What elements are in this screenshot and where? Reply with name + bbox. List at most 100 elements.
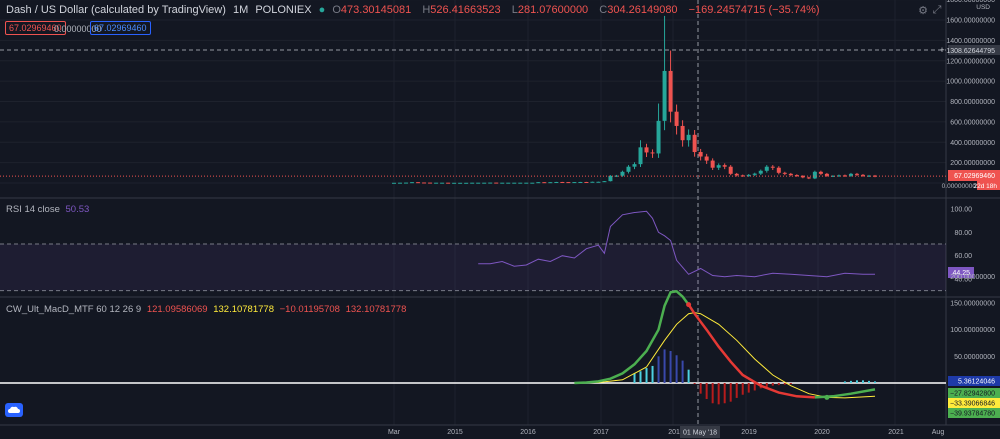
candle-body bbox=[806, 177, 811, 179]
candle-body bbox=[458, 182, 463, 184]
candle-body bbox=[686, 134, 691, 141]
candle-body bbox=[704, 156, 709, 161]
candle-body bbox=[752, 173, 757, 175]
candle-body bbox=[530, 182, 535, 184]
candle-body bbox=[746, 174, 751, 176]
price-tick: 400.00000000 bbox=[950, 140, 995, 147]
price-tick: 1000.00000000 bbox=[946, 79, 995, 86]
macd-cross-dot bbox=[824, 394, 830, 400]
rsi-tick: 60.00 bbox=[954, 253, 972, 260]
time-axis-label: Aug bbox=[932, 429, 945, 436]
rsi-tick: 40.00 bbox=[954, 277, 972, 284]
candle-body bbox=[614, 175, 619, 177]
price-tick: 1200.00000000 bbox=[946, 58, 995, 65]
macd-line-falling bbox=[687, 303, 815, 399]
buy-button[interactable]: 67.02969460 bbox=[90, 21, 151, 35]
interval-label[interactable]: 1M bbox=[232, 4, 249, 16]
low-label: L281.07600000 bbox=[511, 4, 589, 16]
dot-icon: ● bbox=[318, 4, 326, 16]
macd-tag-label: −39.93784780 bbox=[950, 411, 995, 418]
rsi-legend[interactable]: RSI 14 close 50.53 bbox=[6, 204, 89, 215]
fullscreen-icon[interactable]: ⤢ bbox=[932, 3, 942, 16]
candle-body bbox=[596, 181, 601, 183]
price-tick: 1400.00000000 bbox=[946, 38, 995, 45]
candle-body bbox=[662, 70, 667, 121]
sell-button[interactable]: 67.02969460 bbox=[5, 21, 66, 35]
price-tick: 200.00000000 bbox=[950, 160, 995, 167]
macd-v1: 121.09586069 bbox=[146, 304, 208, 315]
candle-body bbox=[800, 175, 805, 178]
candle-body bbox=[650, 152, 655, 154]
candle-body bbox=[590, 181, 595, 183]
candle-body bbox=[680, 125, 685, 141]
crosshair-date-tag bbox=[680, 426, 720, 438]
time-axis-label: 2018 bbox=[668, 429, 684, 436]
macd-tag bbox=[948, 408, 1000, 418]
plus-icon: + bbox=[939, 45, 944, 55]
macd-tick: 50.00000000 bbox=[954, 354, 995, 361]
open-value: 473.30145081 bbox=[340, 4, 412, 16]
candle-body bbox=[716, 165, 721, 168]
macd-tick: 150.00000000 bbox=[950, 301, 995, 308]
open-label: O473.30145081 bbox=[332, 4, 412, 16]
candle-body bbox=[758, 170, 763, 174]
candle-body bbox=[824, 173, 829, 176]
rsi-band bbox=[0, 244, 946, 291]
candle-body bbox=[512, 182, 517, 184]
macd-legend[interactable]: CW_Ult_MacD_MTF 60 12 26 9 121.09586069 … bbox=[6, 304, 406, 315]
macd-signal-line bbox=[574, 312, 876, 399]
macd-tag bbox=[948, 388, 1000, 398]
macd-title: CW_Ult_MacD_MTF 60 12 26 9 bbox=[6, 304, 142, 315]
last-price-tag bbox=[948, 170, 1000, 181]
candle-body bbox=[560, 181, 565, 183]
candle-body bbox=[776, 167, 781, 173]
change-value: −169.24574715 (−35.74%) bbox=[688, 4, 820, 16]
macd-tag bbox=[948, 398, 1000, 408]
low-value: 281.07600000 bbox=[517, 4, 589, 16]
candle-body bbox=[500, 182, 505, 184]
candle-body bbox=[848, 173, 853, 176]
candle-body bbox=[548, 182, 553, 184]
symbol-legend: Dash / US Dollar (calculated by TradingV… bbox=[6, 4, 824, 16]
rsi-current-label: 44.25 bbox=[952, 270, 970, 277]
crosshair-date-label: 01 May '18 bbox=[683, 430, 717, 437]
price-tick: 1800.00000000 bbox=[946, 0, 995, 4]
candle-body bbox=[554, 181, 559, 183]
candle-body bbox=[524, 182, 529, 184]
candle-body bbox=[572, 182, 577, 184]
candle-body bbox=[692, 134, 697, 153]
candle-body bbox=[476, 182, 481, 184]
countdown-label: 22d 18h bbox=[974, 183, 998, 190]
candle-body bbox=[440, 182, 445, 184]
candle-body bbox=[872, 175, 877, 177]
candle-body bbox=[506, 182, 511, 184]
rsi-tick: 80.00 bbox=[954, 230, 972, 237]
rsi-line bbox=[478, 210, 875, 278]
candle-body bbox=[812, 171, 817, 179]
gear-icon[interactable]: ⚙ bbox=[918, 4, 928, 17]
symbol-title[interactable]: Dash / US Dollar (calculated by TradingV… bbox=[6, 4, 226, 16]
macd-tag-label: −33.39066846 bbox=[950, 401, 995, 408]
macd-v2: 132.10781778 bbox=[213, 304, 274, 315]
macd-tick: 100.00000000 bbox=[950, 327, 995, 334]
candle-body bbox=[626, 166, 631, 172]
time-axis-label: 2016 bbox=[520, 429, 536, 436]
candle-body bbox=[608, 175, 613, 182]
candle-body bbox=[602, 181, 607, 183]
candle-body bbox=[632, 164, 637, 167]
candle-body bbox=[740, 175, 745, 177]
rsi-title: RSI 14 close bbox=[6, 204, 60, 215]
candle-body bbox=[656, 120, 661, 154]
macd-v3: −10.01195708 bbox=[279, 304, 340, 315]
spread-value: 0.00000000 bbox=[54, 24, 102, 34]
macd-line-recovery bbox=[814, 388, 876, 399]
candle-body bbox=[584, 181, 589, 183]
candle-body bbox=[428, 182, 433, 184]
time-axis-label: 2020 bbox=[814, 429, 830, 436]
candle-body bbox=[398, 182, 403, 184]
candle-body bbox=[644, 147, 649, 153]
candle-body bbox=[674, 111, 679, 126]
cloud-logo-icon[interactable] bbox=[5, 403, 23, 417]
candle-body bbox=[464, 182, 469, 184]
